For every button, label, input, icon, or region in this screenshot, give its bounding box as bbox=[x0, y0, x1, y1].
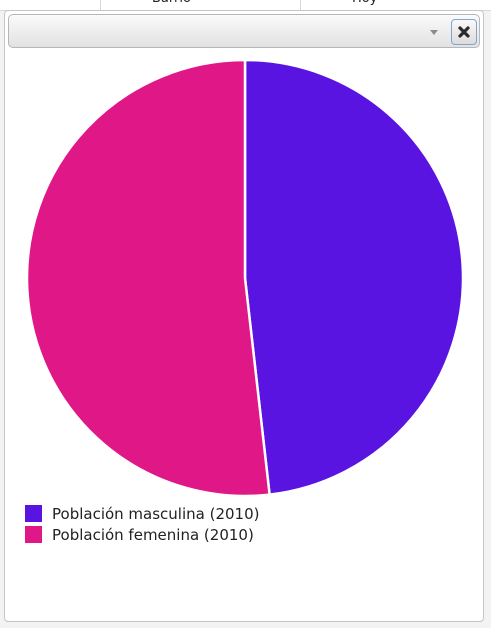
close-button[interactable] bbox=[451, 19, 477, 45]
pie-slice-1 bbox=[25, 58, 271, 498]
background-divider bbox=[100, 0, 101, 10]
background-clipped-text: Barrio bbox=[152, 0, 191, 6]
legend-item: Población masculina (2010) bbox=[25, 503, 260, 524]
pie-slice-0 bbox=[243, 58, 465, 496]
chevron-down-icon bbox=[430, 30, 438, 35]
pie-slices bbox=[25, 58, 465, 498]
panel-header[interactable] bbox=[8, 14, 480, 48]
legend-swatch-male bbox=[25, 505, 42, 522]
legend-label-male: Población masculina (2010) bbox=[52, 504, 260, 523]
background-divider bbox=[300, 0, 301, 10]
close-icon bbox=[458, 26, 470, 38]
chart-legend: Población masculina (2010) Población fem… bbox=[25, 503, 260, 545]
legend-swatch-female bbox=[25, 526, 42, 543]
legend-item: Población femenina (2010) bbox=[25, 524, 260, 545]
legend-label-female: Población femenina (2010) bbox=[52, 525, 254, 544]
background-clipped-text: Hoy bbox=[352, 0, 377, 6]
collapse-button[interactable] bbox=[421, 19, 447, 45]
